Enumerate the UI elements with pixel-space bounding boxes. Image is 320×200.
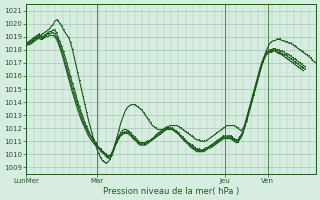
X-axis label: Pression niveau de la mer( hPa ): Pression niveau de la mer( hPa ) — [103, 187, 239, 196]
